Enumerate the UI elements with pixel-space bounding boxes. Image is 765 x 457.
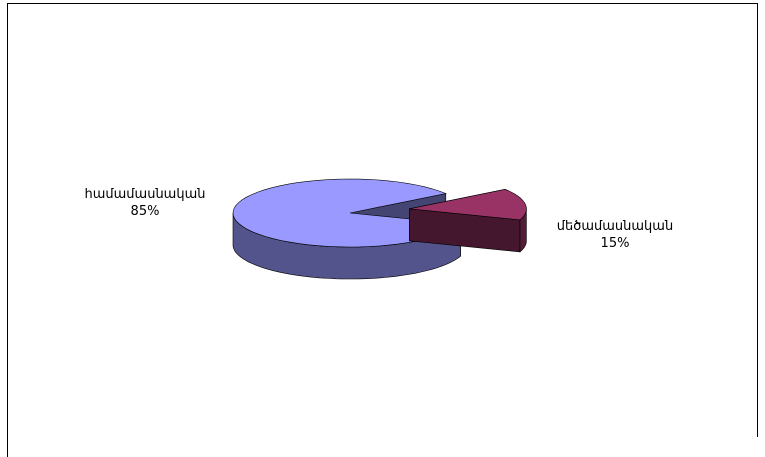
- category-label: մեծամասնական: [556, 219, 674, 234]
- slice-label: համամասնական 85%: [70, 186, 220, 220]
- slice: [409, 188, 527, 221]
- plot-frame: [7, 3, 758, 457]
- value-label: 85%: [130, 204, 160, 219]
- value-label: 15%: [600, 236, 630, 251]
- slice-label: մեծամասնական 15%: [550, 218, 680, 252]
- slice: [232, 178, 462, 248]
- category-label: համամասնական: [84, 187, 206, 202]
